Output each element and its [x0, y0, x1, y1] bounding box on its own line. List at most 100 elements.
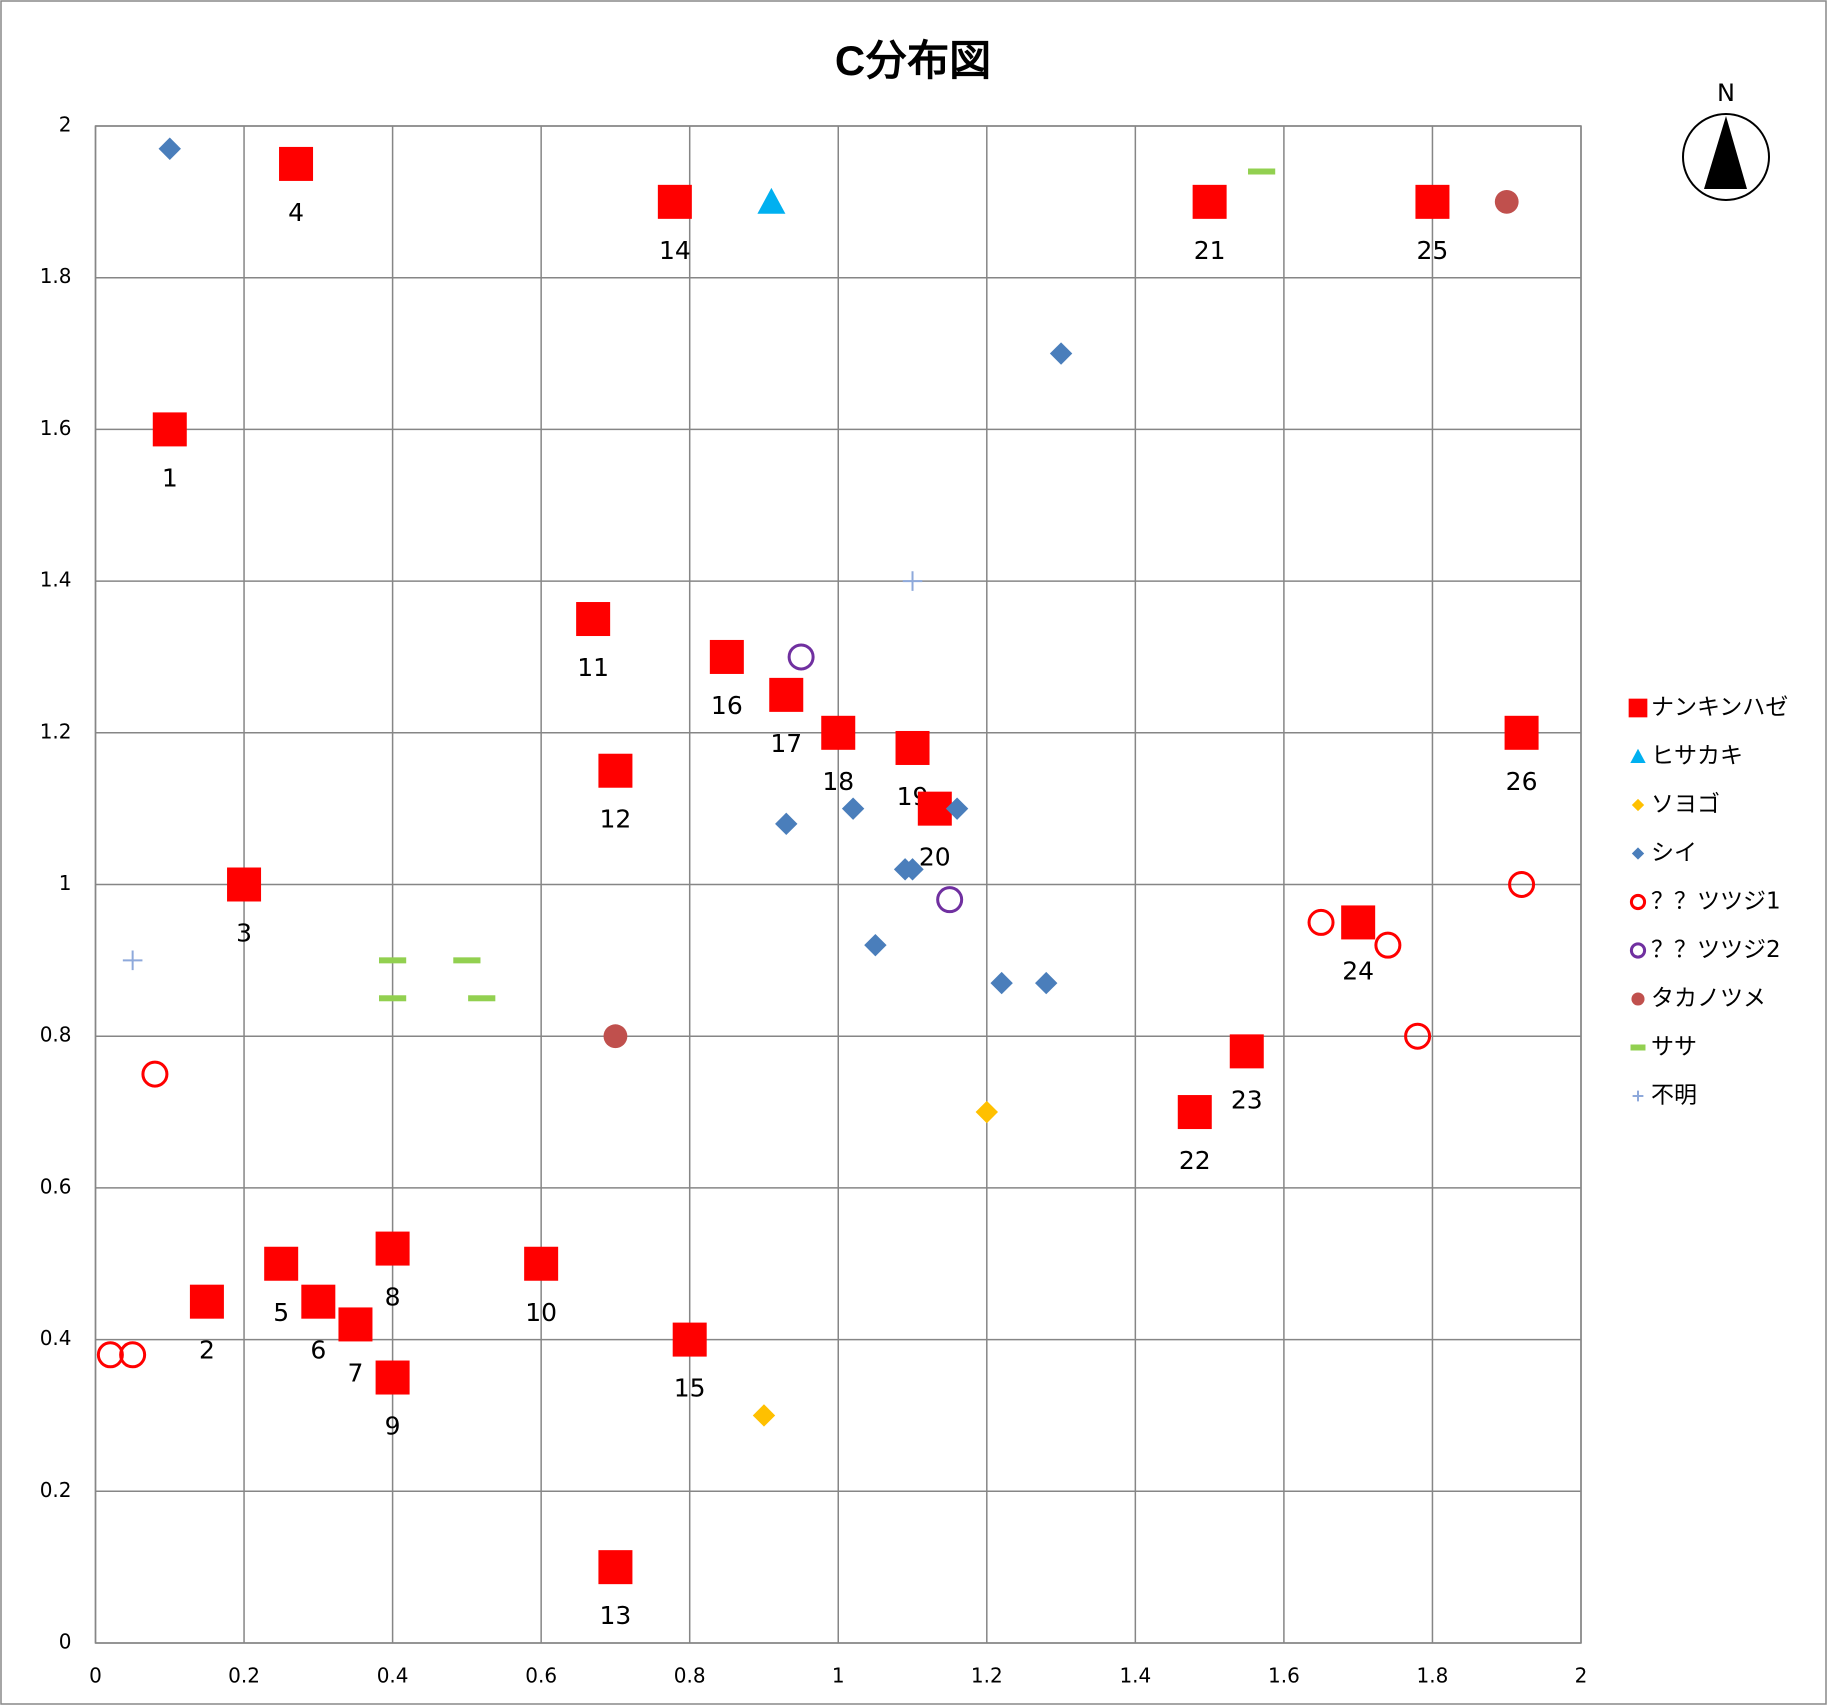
point: [936, 886, 964, 914]
point-label: 7: [348, 1358, 364, 1387]
point: [752, 1404, 776, 1427]
legend-label: ？？ツツジ2: [1651, 937, 1781, 963]
point-label: 26: [1506, 767, 1538, 796]
compass: N: [1682, 79, 1770, 201]
point-label: 6: [310, 1336, 326, 1365]
y-tick-label: 0.8: [40, 1023, 72, 1047]
point: [158, 137, 181, 160]
point: [945, 797, 969, 820]
point: [375, 1231, 410, 1266]
x-tick-label: 0.8: [674, 1664, 706, 1688]
point-label: 20: [919, 843, 951, 872]
legend-label: 不明: [1651, 1083, 1697, 1109]
point: [301, 1284, 336, 1319]
y-tick-label: 1.6: [40, 416, 72, 440]
legend-marker: [1631, 992, 1645, 1006]
point: [787, 643, 815, 671]
point-label: 2: [199, 1336, 215, 1365]
y-tick-label: 2: [59, 113, 72, 137]
compass-arrow: [1704, 116, 1747, 189]
point-label: 16: [711, 691, 743, 720]
x-tick-label: 1.4: [1119, 1664, 1151, 1688]
y-tick-label: 1.8: [40, 264, 72, 288]
point-label: 22: [1179, 1146, 1211, 1175]
point-label: 9: [385, 1412, 401, 1441]
point-label: 10: [525, 1298, 557, 1327]
point-label: 15: [674, 1374, 706, 1403]
legend-marker: [1631, 847, 1645, 860]
point-label: 3: [236, 919, 252, 948]
point: [1248, 168, 1276, 175]
y-tick-label: 1.4: [40, 568, 72, 592]
point: [152, 412, 187, 447]
point-label: 25: [1417, 236, 1449, 265]
point: [264, 1246, 299, 1281]
x-tick-label: 0: [89, 1664, 102, 1688]
point: [821, 715, 856, 750]
point: [96, 1341, 124, 1369]
legend-label: ナンキンハゼ: [1651, 695, 1788, 721]
point: [1341, 905, 1376, 940]
point: [1494, 189, 1519, 214]
x-tick-label: 1.6: [1268, 1664, 1300, 1688]
point: [895, 730, 930, 765]
point-label: 12: [600, 805, 632, 834]
legend-label: ササ: [1651, 1034, 1697, 1060]
legend-marker: [1632, 1090, 1644, 1102]
point: [1415, 184, 1450, 219]
point: [657, 184, 692, 219]
point: [1049, 342, 1073, 365]
point: [141, 1060, 169, 1088]
point-label: 1: [162, 463, 178, 492]
point: [902, 571, 923, 591]
point: [757, 187, 786, 214]
point: [468, 995, 496, 1002]
point-label: 5: [273, 1298, 289, 1327]
point-label: 8: [385, 1283, 401, 1312]
point: [1307, 908, 1335, 936]
point: [975, 1100, 998, 1124]
point: [122, 950, 143, 971]
legend-label: シイ: [1651, 840, 1697, 866]
point: [709, 639, 744, 674]
point-label: 18: [822, 767, 854, 796]
point-label: 14: [659, 236, 691, 265]
x-tick-label: 0.2: [228, 1664, 260, 1688]
point: [453, 957, 481, 964]
point: [524, 1246, 559, 1281]
point: [775, 812, 798, 836]
legend-label: タカノツメ: [1651, 986, 1766, 1012]
legend-marker: [1631, 798, 1645, 812]
point-label: 13: [600, 1601, 632, 1630]
point: [598, 1550, 633, 1585]
point: [379, 957, 407, 964]
point: [1374, 931, 1402, 959]
point: [375, 1360, 410, 1395]
legend-marker: [1629, 893, 1647, 911]
point-label: 21: [1194, 236, 1226, 265]
point: [901, 858, 924, 881]
point: [990, 971, 1013, 995]
x-tick-label: 0.6: [525, 1664, 557, 1688]
point: [227, 867, 262, 902]
legend-label: ヒサカキ: [1651, 743, 1743, 769]
point: [598, 753, 633, 788]
point: [1177, 1095, 1212, 1130]
x-tick-label: 1.8: [1417, 1664, 1449, 1688]
point: [119, 1341, 147, 1369]
legend-marker: [1629, 942, 1647, 959]
point: [603, 1024, 628, 1049]
x-tick-label: 1.2: [971, 1664, 1003, 1688]
point: [864, 933, 887, 957]
y-tick-label: 0.2: [40, 1478, 72, 1502]
point: [379, 995, 407, 1002]
point: [1035, 971, 1058, 995]
point: [672, 1322, 707, 1357]
point-label: 11: [577, 653, 609, 682]
point: [1508, 871, 1536, 898]
point: [338, 1307, 373, 1342]
point: [841, 797, 865, 820]
point: [769, 677, 804, 712]
point: [189, 1284, 224, 1319]
